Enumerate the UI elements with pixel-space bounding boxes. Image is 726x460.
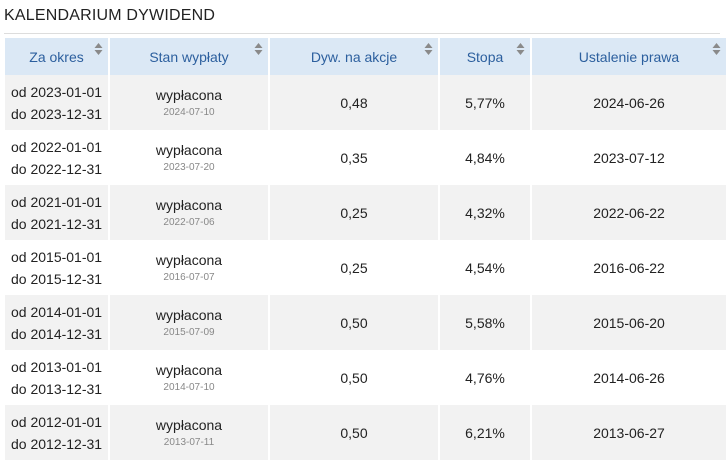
divider — [4, 33, 720, 34]
status-cell: wypłacona 2014-07-10 — [110, 350, 268, 405]
dividend-cell: 0,35 — [340, 149, 368, 166]
dividend-table: Za okres Stan wypłaty Dyw. na akcje Stopa Us… — [3, 38, 726, 460]
period-cell: od 2023-01-01 do 2023-12-31 — [5, 75, 108, 130]
period-to: do 2012-12-31 — [11, 435, 103, 452]
record-date-cell: 2024-06-26 — [532, 75, 726, 130]
sort-icon[interactable] — [254, 42, 263, 56]
period-cell: od 2014-01-01 do 2014-12-31 — [5, 295, 108, 350]
table-row: od 2012-01-01 do 2012-12-31 wypłacona 2013-… — [5, 405, 726, 460]
column-label: Dyw. na akcje — [310, 48, 398, 65]
dividend-cell: 0,50 — [270, 295, 438, 350]
status-cell: wypłacona 2024-07-10 — [110, 75, 268, 130]
status-cell: wypłacona 2015-07-09 — [110, 295, 268, 350]
dividend-cell: 0,50 — [270, 405, 438, 460]
period-to: do 2023-12-31 — [11, 105, 103, 122]
period-to: do 2015-12-31 — [11, 270, 103, 287]
record-date-cell: 2023-07-12 — [593, 149, 665, 166]
dividend-cell: 0,48 — [270, 75, 438, 130]
dividend-cell: 0,50 — [340, 369, 368, 386]
period-from: od 2012-01-01 — [11, 413, 103, 430]
yield-cell: 6,21% — [440, 405, 530, 460]
column-header[interactable]: Ustalenie prawa — [532, 38, 726, 75]
period-cell: od 2022-01-01 do 2022-12-31 — [5, 130, 108, 185]
yield-cell: 5,58% — [440, 295, 530, 350]
column-label: Ustalenie prawa — [578, 48, 680, 65]
column-label: Stopa — [466, 48, 504, 65]
period-to: do 2013-12-31 — [11, 380, 103, 397]
sort-icon[interactable] — [94, 42, 103, 56]
payment-date: 2013-07-11 — [163, 437, 215, 448]
payment-date: 2014-07-10 — [163, 382, 215, 393]
record-date-cell: 2013-06-27 — [532, 405, 726, 460]
yield-cell: 4,84% — [465, 149, 505, 166]
column-header[interactable]: Stopa — [440, 38, 530, 75]
status: wypłacona — [155, 87, 223, 103]
header-row: Za okres Stan wypłaty Dyw. na akcje Stopa Us… — [5, 38, 726, 75]
period-cell: od 2015-01-01 do 2015-12-31 — [5, 240, 108, 295]
column-label: Stan wypłaty — [149, 48, 229, 65]
yield-cell: 4,54% — [465, 259, 505, 276]
status: wypłacona — [155, 252, 223, 268]
payment-date: 2016-07-07 — [163, 272, 215, 283]
dividend-cell: 0,25 — [340, 259, 368, 276]
status: wypłacona — [155, 142, 223, 158]
table-row: od 2014-01-01 do 2014-12-31 wypłacona 2015-… — [5, 295, 726, 350]
status: wypłacona — [155, 362, 223, 378]
payment-date: 2023-07-20 — [163, 162, 215, 173]
period-to: do 2014-12-31 — [11, 325, 103, 342]
status: wypłacona — [155, 417, 223, 433]
table-row: od 2023-01-01 do 2023-12-31 wypłacona 2024-… — [5, 75, 726, 130]
payment-date: 2024-07-10 — [163, 107, 215, 118]
sort-icon[interactable] — [516, 42, 525, 56]
payment-date: 2015-07-09 — [163, 327, 215, 338]
column-header[interactable]: Za okres — [5, 38, 108, 75]
period-to: do 2021-12-31 — [11, 215, 103, 232]
period-from: od 2021-01-01 — [11, 193, 103, 210]
sort-icon[interactable] — [424, 42, 433, 56]
status-cell: wypłacona 2016-07-07 — [110, 240, 268, 295]
yield-cell: 4,76% — [465, 369, 505, 386]
column-header[interactable]: Stan wypłaty — [110, 38, 268, 75]
period-from: od 2013-01-01 — [11, 358, 103, 375]
status: wypłacona — [155, 307, 223, 323]
dividend-cell: 0,25 — [270, 185, 438, 240]
status-cell: wypłacona 2023-07-20 — [110, 130, 268, 185]
period-cell: od 2012-01-01 do 2012-12-31 — [5, 405, 108, 460]
status-cell: wypłacona 2022-07-06 — [110, 185, 268, 240]
section-title: KALENDARIUM DYWIDEND — [4, 7, 216, 24]
period-cell: od 2021-01-01 do 2021-12-31 — [5, 185, 108, 240]
payment-date: 2022-07-06 — [163, 217, 215, 228]
record-date-cell: 2015-06-20 — [532, 295, 726, 350]
record-date-cell: 2022-06-22 — [532, 185, 726, 240]
period-cell: od 2013-01-01 do 2013-12-31 — [5, 350, 108, 405]
status: wypłacona — [155, 197, 223, 213]
table-body: od 2023-01-01 do 2023-12-31 wypłacona 2024-… — [5, 75, 726, 460]
period-from: od 2023-01-01 — [11, 83, 103, 100]
period-from: od 2014-01-01 — [11, 303, 103, 320]
period-from: od 2015-01-01 — [11, 248, 103, 265]
yield-cell: 4,32% — [440, 185, 530, 240]
period-to: do 2022-12-31 — [11, 160, 103, 177]
table-row: od 2021-01-01 do 2021-12-31 wypłacona 2022-… — [5, 185, 726, 240]
yield-cell: 5,77% — [440, 75, 530, 130]
column-header[interactable]: Dyw. na akcje — [270, 38, 438, 75]
table-row: od 2013-01-01 do 2013-12-31 wypłacona 2014-… — [5, 350, 726, 405]
table-row: od 2015-01-01 do 2015-12-31 wypłacona 2016-… — [5, 240, 726, 295]
record-date-cell: 2014-06-26 — [593, 369, 665, 386]
status-cell: wypłacona 2013-07-11 — [110, 405, 268, 460]
record-date-cell: 2016-06-22 — [593, 259, 665, 276]
table-row: od 2022-01-01 do 2022-12-31 wypłacona 2023-… — [5, 130, 726, 185]
period-from: od 2022-01-01 — [11, 138, 103, 155]
column-label: Za okres — [29, 48, 84, 65]
sort-icon[interactable] — [712, 42, 721, 56]
